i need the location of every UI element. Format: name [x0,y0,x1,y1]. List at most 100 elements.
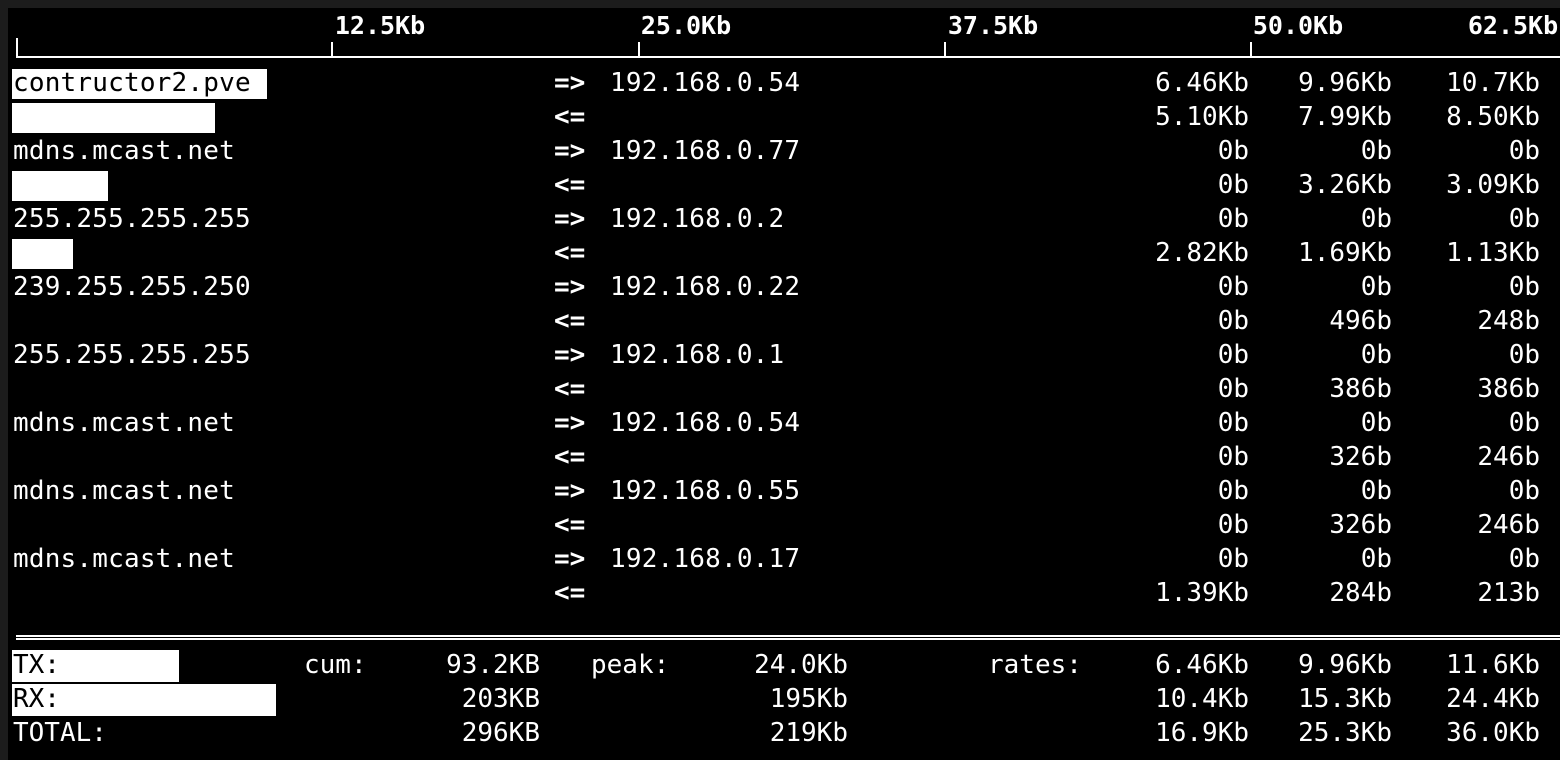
summary-footer: TX: cum: peak: rates: 93.2KB 24.0Kb 6.46Kb 9.96… [8,648,1560,760]
summary-bar [12,650,179,682]
tx-rate-value: 0b [1360,476,1392,506]
connection-rx-line: <= 0b 326b 246b [8,508,1560,542]
connection-row[interactable]: contructor2.pve => 192.168.0.54 6.46Kb 9.96K… [8,66,1560,134]
connection-row[interactable]: mdns.mcast.net => 192.168.0.55 0b 0b 0b <= 0b 32… [8,474,1560,542]
connection-row[interactable]: mdns.mcast.net => 192.168.0.77 0b 0b 0b <= 0b 3.… [8,134,1560,202]
rx-bar [12,103,215,133]
summary-row: RX: 203KB 195Kb 10.4Kb 15.3Kb 24.4Kb [8,682,1560,716]
rx-rate-value: 326b [1329,442,1392,472]
tx-rate-value: 0b [1360,544,1392,574]
tx-rate-value: 0b [1508,204,1540,234]
connection-row[interactable]: 255.255.255.255 => 192.168.0.2 0b 0b 0b <= 2.82… [8,202,1560,270]
source-host: mdns.mcast.net [13,136,235,166]
rx-rate-value: 1.69Kb [1298,238,1392,268]
connection-row[interactable]: 255.255.255.255 => 192.168.0.1 0b 0b 0b <= 0b 38… [8,338,1560,406]
summary-row: TOTAL: 296KB 219Kb 16.9Kb 25.3Kb 36.0Kb [8,716,1560,750]
separator-line-top [16,635,1560,637]
arrow-inbound-icon: <= [554,238,586,268]
source-host: mdns.mcast.net [13,408,235,438]
summary-rate-value: 15.3Kb [1298,684,1392,714]
tx-rate-value: 0b [1360,136,1392,166]
axis-tick [944,42,946,58]
rates-key-label: rates: [988,650,1082,680]
peer-host: 192.168.0.17 [610,544,801,574]
tx-rate-value: 0b [1217,204,1249,234]
rx-rate-value: 246b [1477,510,1540,540]
scale-label: 37.5Kb [947,11,1039,40]
rx-rate-value: 386b [1329,374,1392,404]
tx-rate-value: 0b [1217,476,1249,506]
rx-rate-value: 1.13Kb [1446,238,1540,268]
connection-rx-line: <= 5.10Kb 7.99Kb 8.50Kb [8,100,1560,134]
connection-row[interactable]: 239.255.255.250 => 192.168.0.22 0b 0b 0b <= 0b 4… [8,270,1560,338]
cum-value: 203KB [461,684,540,714]
connection-row[interactable]: mdns.mcast.net => 192.168.0.54 0b 0b 0b <= 0b 32… [8,406,1560,474]
tx-rate-value: 0b [1360,204,1392,234]
arrow-inbound-icon: <= [554,306,586,336]
arrow-outbound-icon: => [554,272,586,302]
arrow-inbound-icon: <= [554,510,586,540]
tx-rate-value: 0b [1217,408,1249,438]
tx-rate-value: 0b [1217,272,1249,302]
source-host: 255.255.255.255 [13,340,251,370]
rx-rate-value: 5.10Kb [1155,102,1249,132]
iftop-screen: 12.5Kb 25.0Kb 37.5Kb 50.0Kb 62.5Kb contructo… [8,8,1560,760]
arrow-outbound-icon: => [554,544,586,574]
arrow-inbound-icon: <= [554,102,586,132]
tx-rate-value: 0b [1508,408,1540,438]
arrow-outbound-icon: => [554,340,586,370]
peer-host: 192.168.0.1 [610,340,785,370]
rx-bar [12,171,108,201]
cum-value: 296KB [461,718,540,748]
cum-value: 93.2KB [446,650,540,680]
peak-key-label: peak: [591,650,670,680]
source-host: mdns.mcast.net [13,476,235,506]
rx-rate-value: 8.50Kb [1446,102,1540,132]
summary-rate-value: 10.4Kb [1155,684,1249,714]
rx-rate-value: 3.09Kb [1446,170,1540,200]
peer-host: 192.168.0.2 [610,204,785,234]
arrow-inbound-icon: <= [554,442,586,472]
connection-rx-line: <= 0b 326b 246b [8,440,1560,474]
connection-tx-line: mdns.mcast.net => 192.168.0.17 0b 0b 0b [8,542,1560,576]
axis-tick [638,42,640,58]
connection-row[interactable]: mdns.mcast.net => 192.168.0.17 0b 0b 0b <= 1.39… [8,542,1560,610]
source-host: 255.255.255.255 [13,204,251,234]
peer-host: 192.168.0.77 [610,136,801,166]
rx-rate-value: 248b [1477,306,1540,336]
arrow-outbound-icon: => [554,408,586,438]
tx-rate-value: 0b [1217,136,1249,166]
summary-rate-value: 11.6Kb [1446,650,1540,680]
tx-rate-value: 0b [1508,544,1540,574]
arrow-inbound-icon: <= [554,170,586,200]
rx-rate-value: 0b [1217,306,1249,336]
peak-value: 195Kb [769,684,848,714]
tx-rate-value: 0b [1508,136,1540,166]
peer-host: 192.168.0.55 [610,476,801,506]
source-host: contructor2.pve [13,68,251,98]
tx-rate-value: 0b [1360,340,1392,370]
connection-rx-line: <= 0b 386b 386b [8,372,1560,406]
summary-rate-value: 36.0Kb [1446,718,1540,748]
connection-tx-line: 239.255.255.250 => 192.168.0.22 0b 0b 0b [8,270,1560,304]
tx-rate-value: 0b [1508,272,1540,302]
rx-rate-value: 1.39Kb [1155,578,1249,608]
separator-line-bottom [16,638,1560,640]
summary-rate-value: 25.3Kb [1298,718,1392,748]
peer-host: 192.168.0.54 [610,408,801,438]
summary-label: TOTAL: [13,718,107,748]
connection-tx-line: 255.255.255.255 => 192.168.0.1 0b 0b 0b [8,338,1560,372]
source-host: 239.255.255.250 [13,272,251,302]
rx-rate-value: 284b [1329,578,1392,608]
rx-rate-value: 386b [1477,374,1540,404]
connection-rx-line: <= 0b 496b 248b [8,304,1560,338]
summary-rate-value: 16.9Kb [1155,718,1249,748]
rx-rate-value: 496b [1329,306,1392,336]
connection-tx-line: 255.255.255.255 => 192.168.0.2 0b 0b 0b [8,202,1560,236]
rx-rate-value: 2.82Kb [1155,238,1249,268]
scale-label: 50.0Kb [1252,11,1344,40]
rx-rate-value: 246b [1477,442,1540,472]
arrow-inbound-icon: <= [554,578,586,608]
connection-tx-line: mdns.mcast.net => 192.168.0.54 0b 0b 0b [8,406,1560,440]
rx-rate-value: 0b [1217,170,1249,200]
